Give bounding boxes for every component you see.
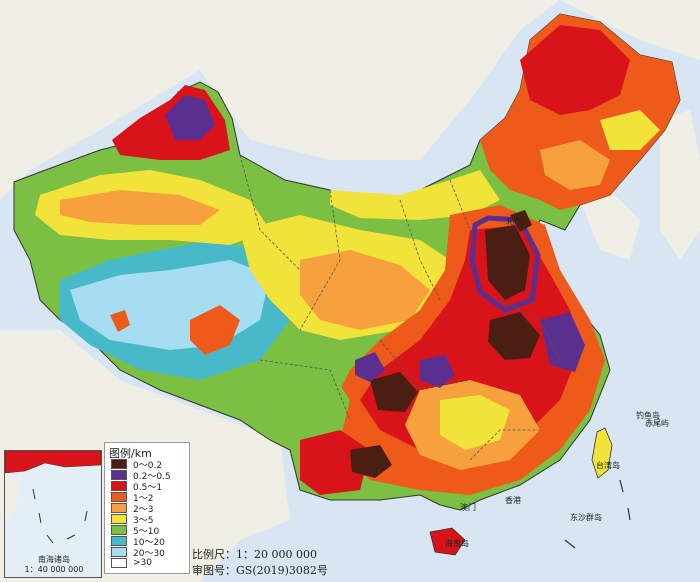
- legend-item: 0.2～0.5: [111, 470, 171, 482]
- legend-label: 3～5: [133, 515, 154, 526]
- legend-item: 5～10: [111, 525, 160, 537]
- neighbor-land: [0, 0, 700, 200]
- central-plain-purple: [540, 312, 585, 372]
- southwest-red: [300, 430, 370, 495]
- central-plain-brown: [488, 312, 540, 360]
- beijing-label: 北京: [506, 217, 522, 226]
- sichuan-brown: [370, 372, 418, 412]
- province-boundaries: [239, 154, 561, 461]
- taiwan-label: 台湾岛: [596, 461, 620, 470]
- legend-label: 0.5～1: [133, 482, 163, 493]
- sichuan-purple: [355, 352, 385, 382]
- inset-coast: [5, 451, 101, 474]
- legend-swatch: [111, 558, 127, 568]
- inset-caption-title: 南海诸岛: [38, 555, 70, 564]
- legend-title: 图例/km: [109, 447, 152, 460]
- scale-text: 比例尺：1：20 000 000: [192, 548, 317, 561]
- inset-land-west: [5, 473, 19, 521]
- legend-label: 10～20: [133, 537, 165, 548]
- hainan-label: 海南岛: [445, 539, 469, 548]
- taiwan-island: [591, 427, 613, 479]
- korea-japan-land: [580, 110, 700, 260]
- legend-label: 20～30: [133, 548, 165, 559]
- hubei-purple: [420, 355, 455, 388]
- aomen-label: 澳门: [460, 503, 476, 512]
- diaoyu-label: 钓鱼岛: [636, 411, 660, 420]
- legend-label: 2～3: [133, 504, 154, 515]
- legend-item: 1～2: [111, 492, 154, 504]
- review-number: 审图号：GS(2019)3082号: [192, 564, 328, 577]
- central-orange: [300, 250, 430, 330]
- guangxi-brown: [350, 445, 392, 478]
- south-sea-inset: 南海诸岛 1：40 000 000: [4, 450, 102, 578]
- tibet-orange: [190, 305, 240, 355]
- legend-item: 3～5: [111, 514, 154, 526]
- legend-label: 0～0.2: [133, 460, 163, 471]
- dash-line: [564, 479, 631, 549]
- legend-item: 2～3: [111, 503, 154, 515]
- chiwei-label: 赤尾屿: [645, 419, 669, 428]
- legend-label: >30: [133, 558, 152, 568]
- northeast-yellow: [540, 140, 610, 190]
- legend-swatch: [111, 503, 127, 513]
- legend-swatch: [111, 470, 127, 480]
- northeast-red: [520, 25, 630, 115]
- legend-label: 1～2: [133, 493, 154, 504]
- legend-item: 20～30: [111, 547, 165, 559]
- legend-swatch: [111, 492, 127, 502]
- inset-dashes: [32, 488, 88, 544]
- legend-item: >30: [111, 558, 152, 568]
- legend-swatch: [111, 547, 127, 557]
- legend-item: 0～0.2: [111, 459, 163, 471]
- north-china-plain-brown: [485, 225, 530, 300]
- legend-swatch: [111, 536, 127, 546]
- south-yellow-light: [440, 395, 510, 450]
- northeast-green: [600, 110, 660, 150]
- legend-swatch: [111, 481, 127, 491]
- legend-swatch: [111, 525, 127, 535]
- legend-item: 10～20: [111, 536, 165, 548]
- north-china-plain-purple: [469, 215, 541, 313]
- inset-caption-scale: 1：40 000 000: [24, 565, 84, 574]
- inset-caption: 南海诸岛 1：40 000 000: [11, 555, 97, 575]
- xianggang-label: 香港: [505, 496, 521, 505]
- legend-label: 0.2～0.5: [133, 471, 171, 482]
- north-belt-yellow: [330, 170, 500, 220]
- legend-swatch: [111, 514, 127, 524]
- tibet-orange-small: [110, 310, 130, 332]
- legend-item: 0.5～1: [111, 481, 163, 493]
- legend-swatch: [111, 459, 127, 469]
- beijing-brown: [510, 210, 532, 232]
- hainan-island: [429, 527, 466, 556]
- legend-label: 5～10: [133, 526, 160, 537]
- xinjiang-north-purple: [165, 95, 215, 140]
- xinjiang-orange: [60, 190, 220, 225]
- dongsha-label: 东沙群岛: [570, 513, 602, 522]
- legend: 图例/km 0～0.2 0.2～0.5 0.5～1 1～2 2～3 3～5 5～10 10～2…: [104, 442, 190, 574]
- inset-map: [5, 451, 101, 544]
